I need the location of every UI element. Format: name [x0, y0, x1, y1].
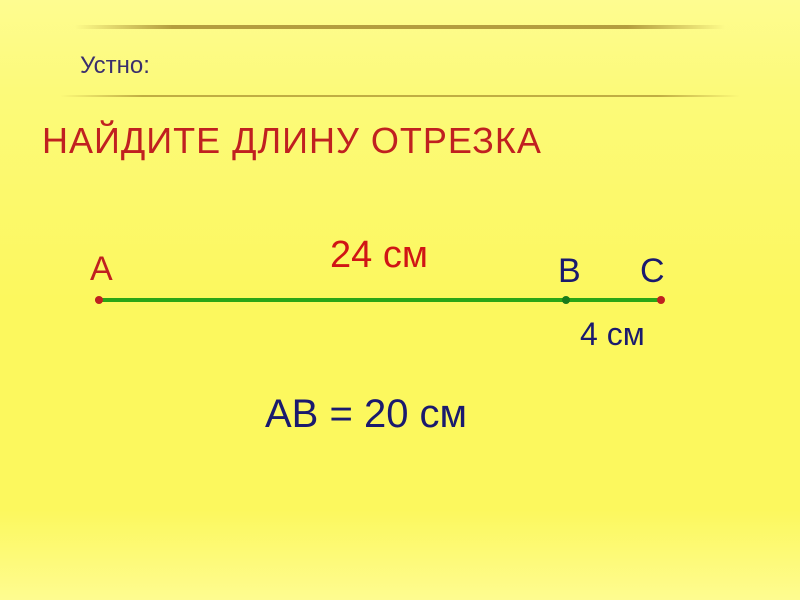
- segment-line: [95, 298, 660, 302]
- point-c-label: С: [640, 252, 665, 291]
- subtitle: Устно:: [80, 52, 150, 80]
- point-a-dot: [95, 296, 103, 304]
- page-title: НАЙДИТЕ ДЛИНУ ОТРЕЗКА: [42, 120, 542, 162]
- divider-mid: [60, 95, 740, 97]
- bc-length: 4 см: [580, 316, 645, 353]
- slide: Устно: НАЙДИТЕ ДЛИНУ ОТРЕЗКА А В С 24 см…: [0, 0, 800, 600]
- answer: АВ = 20 см: [265, 392, 467, 437]
- total-length: 24 см: [330, 234, 428, 277]
- divider-top: [75, 25, 725, 29]
- point-b-label: В: [558, 252, 581, 291]
- point-c-dot: [657, 296, 665, 304]
- point-a-label: А: [90, 250, 113, 289]
- point-b-dot: [562, 296, 570, 304]
